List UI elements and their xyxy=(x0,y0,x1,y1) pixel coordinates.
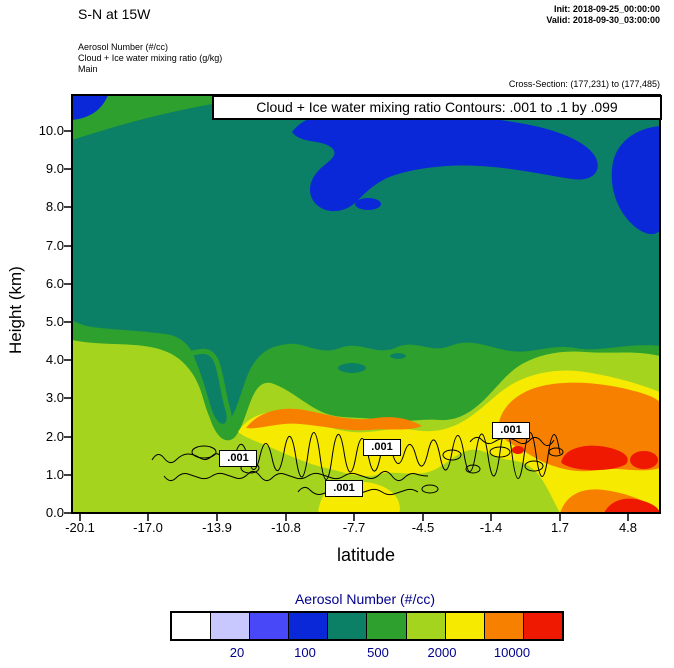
y-tick-label: 4.0 xyxy=(45,352,64,367)
region-orange-thin-layer xyxy=(246,408,422,431)
contour-value-label: .001 xyxy=(363,439,401,456)
y-tick-label: 5.0 xyxy=(45,314,64,329)
region-teal-blob xyxy=(386,349,410,363)
x-tick-label: -10.8 xyxy=(271,520,301,535)
region-teal-finger xyxy=(188,348,232,429)
x-tick-label: -4.5 xyxy=(411,520,435,535)
field-line-domain: Main xyxy=(78,64,98,74)
x-axis-title: latitude xyxy=(336,545,396,565)
region-blue-minimum-aloft xyxy=(292,107,598,212)
colorbar-cell xyxy=(172,613,212,639)
page-title: S-N at 15W xyxy=(78,6,151,22)
contour-value-label: .001 xyxy=(492,422,530,439)
region-upper-teal xyxy=(72,95,660,422)
x-tick-label: -13.9 xyxy=(202,520,232,535)
axis-tick-marks xyxy=(64,130,629,521)
contour-value-label: .001 xyxy=(325,480,363,497)
x-tick-label: -1.4 xyxy=(479,520,503,535)
cross-section-info: Cross-Section: (177,231) to (177,485) xyxy=(508,79,660,89)
y-tick-label: 3.0 xyxy=(45,390,64,405)
y-tick-label: 10.0 xyxy=(38,123,64,138)
y-tick-label: 0.0 xyxy=(45,505,64,520)
region-blue-right-edge xyxy=(611,126,660,235)
legend-tick-label: 100 xyxy=(294,645,316,660)
y-tick-label: 1.0 xyxy=(45,467,64,482)
colorbar-cell xyxy=(211,613,251,639)
x-tick-label: -20.1 xyxy=(65,520,95,535)
colorbar-cell xyxy=(445,613,485,639)
y-tick-label: 8.0 xyxy=(45,199,64,214)
legend-tick-label: 2000 xyxy=(427,645,457,660)
y-tick-label: 6.0 xyxy=(45,276,64,291)
colorbar-cell xyxy=(250,613,290,639)
region-teal-blob xyxy=(334,359,370,377)
colorbar-cell xyxy=(484,613,524,639)
y-tick-label: 2.0 xyxy=(45,429,64,444)
x-tick-label: -17.0 xyxy=(133,520,163,535)
legend-tick-label: 500 xyxy=(367,645,389,660)
init-time: Init: 2018-09-25_00:00:00 xyxy=(553,4,660,14)
field-line-cloudice: Cloud + Ice water mixing ratio (g/kg) xyxy=(78,53,223,63)
colorbar-cell xyxy=(328,613,368,639)
colorbar-cell xyxy=(289,613,329,639)
y-tick-label: 7.0 xyxy=(45,238,64,253)
x-tick-label: 1.7 xyxy=(550,520,570,535)
region-red-surface-corner xyxy=(604,498,660,513)
colorbar-cell xyxy=(406,613,446,639)
legend-tick-label: 10000 xyxy=(493,645,531,660)
x-tick-label: 4.8 xyxy=(618,520,638,535)
valid-time: Valid: 2018-09-30_03:00:00 xyxy=(546,15,660,25)
region-red-blob xyxy=(630,451,658,469)
contour-value-label: .001 xyxy=(219,450,257,467)
y-tick-label: 9.0 xyxy=(45,161,64,176)
region-red-blob xyxy=(512,446,524,454)
legend-title: Aerosol Number (#/cc) xyxy=(294,591,436,607)
region-red-maximum xyxy=(561,445,628,471)
region-blue-top-left-corner xyxy=(72,95,108,120)
colorbar-cell xyxy=(367,613,407,639)
colorbar xyxy=(170,611,564,641)
x-tick-label: -7.7 xyxy=(342,520,366,535)
region-blue-small-blob xyxy=(355,198,381,210)
region-orange-maximum xyxy=(498,382,660,472)
legend-tick-label: 20 xyxy=(229,645,245,660)
colorbar-cell xyxy=(523,613,562,639)
contour-banner: Cloud + Ice water mixing ratio Contours:… xyxy=(212,95,662,120)
field-line-aerosol: Aerosol Number (#/cc) xyxy=(78,42,169,52)
